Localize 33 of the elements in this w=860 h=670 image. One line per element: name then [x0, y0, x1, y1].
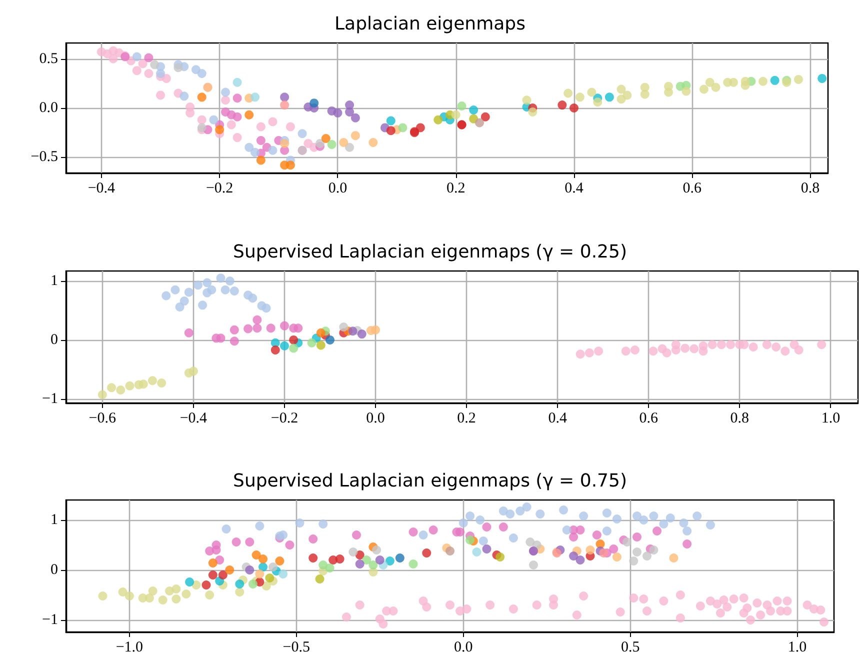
x-tick-label: −0.2: [206, 180, 234, 196]
x-tick-label: −0.6: [88, 410, 117, 426]
x-tick-label: −0.5: [282, 640, 310, 656]
x-tick-label: −0.2: [270, 410, 298, 426]
x-tick-label: 1.0: [788, 640, 807, 656]
y-tick-label: 0.0: [39, 100, 58, 116]
chart-title: Supervised Laplacian eigenmaps (γ = 0.25): [233, 242, 627, 262]
x-tick-label: 0.6: [682, 180, 702, 196]
x-tick-label: 0.0: [366, 410, 385, 426]
y-tick-label: −1: [42, 612, 58, 628]
x-tick-label: 0.6: [639, 410, 658, 426]
y-tick-label: 0.5: [39, 50, 58, 67]
y-tick-label: 0: [50, 332, 58, 348]
x-tick-label: 0.4: [564, 180, 584, 196]
x-tick-label: 0.8: [800, 180, 820, 196]
x-tick-label: 0.0: [454, 640, 473, 656]
y-tick-label: −0.5: [30, 149, 58, 166]
chart-title: Laplacian eigenmaps: [334, 14, 526, 34]
y-tick-label: 1: [50, 512, 58, 528]
x-tick-label: 0.4: [548, 410, 568, 426]
y-tick-label: 1: [50, 273, 58, 290]
x-tick-label: 0.0: [328, 180, 348, 196]
chart-title: Supervised Laplacian eigenmaps (γ = 0.75): [233, 470, 627, 492]
x-tick-label: 1.0: [821, 410, 840, 426]
x-tick-label: 0.2: [457, 410, 476, 426]
y-tick-label: 0: [50, 562, 58, 578]
x-tick-label: 0.5: [620, 640, 640, 656]
x-tick-label: 0.2: [446, 180, 466, 196]
y-tick-label: −1: [42, 390, 58, 407]
x-tick-label: −0.4: [88, 180, 116, 196]
x-tick-label: −1.0: [116, 640, 144, 656]
x-tick-label: −0.4: [180, 410, 208, 426]
x-tick-label: 0.8: [730, 410, 750, 426]
